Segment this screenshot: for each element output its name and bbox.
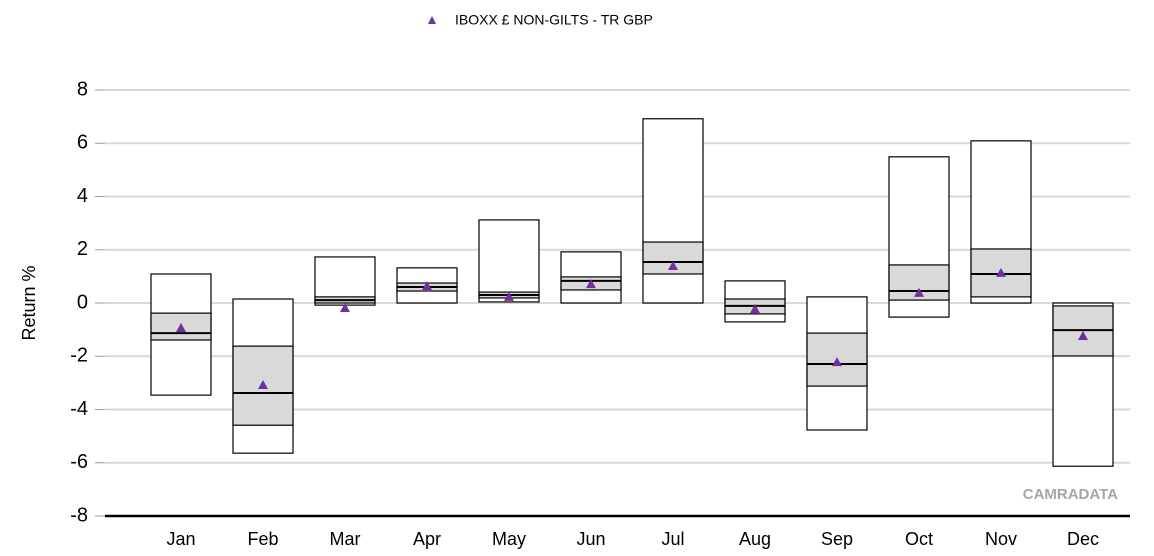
x-tick-label: May — [492, 529, 526, 549]
value-marker — [996, 267, 1006, 277]
value-marker — [914, 287, 924, 297]
range-box — [642, 118, 704, 304]
y-tick-label: 2 — [77, 238, 88, 260]
value-marker — [504, 291, 514, 301]
quartile-box — [970, 248, 1032, 298]
x-tick-label: Feb — [247, 529, 278, 549]
y-tick-label: 8 — [77, 78, 88, 100]
y-tick-label: 0 — [77, 291, 88, 313]
legend-label: IBOXX £ NON-GILTS - TR GBP — [455, 12, 653, 28]
value-marker — [176, 323, 186, 333]
x-tick-label: Oct — [905, 529, 933, 549]
x-tick-label: Aug — [739, 529, 771, 549]
y-tick-label: -2 — [70, 345, 88, 367]
x-tick-label: Apr — [413, 529, 441, 549]
value-marker — [832, 357, 842, 367]
y-tick-label: 4 — [77, 185, 88, 207]
x-tick-label: Dec — [1067, 529, 1099, 549]
value-marker — [258, 380, 268, 390]
x-tick-label: Jul — [661, 529, 684, 549]
value-marker — [1078, 331, 1088, 341]
range-box — [478, 219, 540, 303]
value-marker — [750, 304, 760, 314]
x-tick-label: Jun — [576, 529, 605, 549]
x-tick-label: Nov — [985, 529, 1017, 549]
value-marker — [422, 280, 432, 290]
y-tick-label: -6 — [70, 451, 88, 473]
y-tick-label: -4 — [70, 398, 88, 420]
value-marker — [340, 303, 350, 313]
legend-marker — [428, 16, 436, 24]
value-marker — [586, 279, 596, 289]
value-marker — [668, 260, 678, 270]
x-tick-label: Sep — [821, 529, 853, 549]
x-tick-label: Mar — [330, 529, 361, 549]
watermark: CAMRADATA — [1023, 486, 1118, 503]
x-tick-label: Jan — [166, 529, 195, 549]
y-axis-label: Return % — [19, 265, 39, 340]
y-tick-label: 6 — [77, 132, 88, 154]
y-tick-label: -8 — [70, 504, 88, 526]
